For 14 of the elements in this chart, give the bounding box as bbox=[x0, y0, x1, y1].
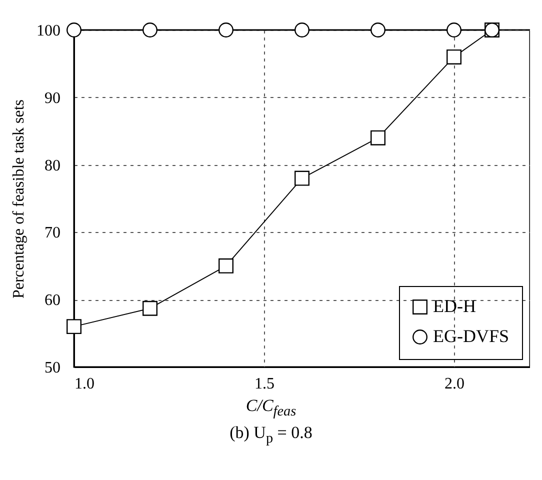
y-tick-label: 60 bbox=[44, 292, 60, 310]
y-tick-label: 80 bbox=[44, 157, 60, 174]
x-tick-label: 1.0 bbox=[74, 376, 94, 392]
y-tick-label: 50 bbox=[44, 360, 60, 376]
legend-label: EG-DVFS bbox=[433, 326, 510, 346]
y-tick-label: 100 bbox=[36, 22, 60, 40]
legend-label: ED-H bbox=[433, 296, 476, 316]
x-tick-label: 2.0 bbox=[444, 376, 464, 392]
x-tick-label: 1.5 bbox=[254, 376, 274, 392]
y-tick-label: 90 bbox=[44, 90, 60, 107]
text: (b) U$_{p}$ = 0.8 bbox=[228, 422, 314, 449]
x-axis-title: C/C$_{feas}$ bbox=[244, 395, 298, 422]
y-axis-title: Percentage of feasible task sets bbox=[10, 99, 28, 299]
y-tick-label: 70 bbox=[44, 224, 60, 242]
